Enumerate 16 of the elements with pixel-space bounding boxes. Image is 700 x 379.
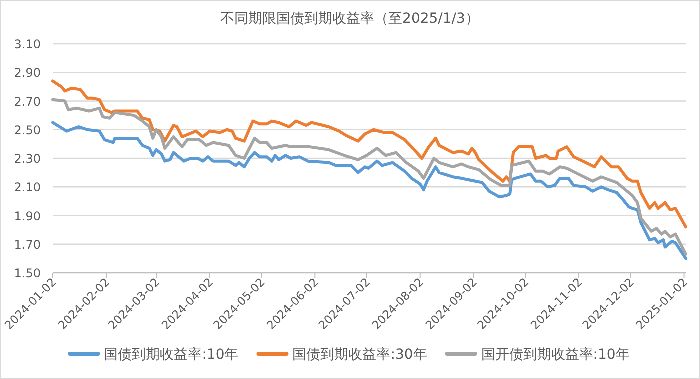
line-series [52, 121, 688, 260]
chart-title: 不同期限国债到期收益率（至2025/1/3） [220, 11, 480, 27]
y-tick-label: 1.50 [14, 266, 41, 280]
y-tick-label: 2.30 [14, 152, 41, 166]
y-tick-label: 1.70 [14, 238, 41, 252]
line-series [52, 98, 688, 256]
y-tick-label: 2.90 [14, 66, 41, 80]
y-tick-label: 3.10 [14, 38, 41, 52]
legend-label: 国债到期收益率:10年 [104, 347, 239, 363]
y-tick-label: 1.90 [14, 209, 41, 224]
legend-label: 国开债到期收益率:10年 [481, 347, 630, 363]
legend-label: 国债到期收益率:30年 [292, 347, 428, 363]
y-tick-label: 2.50 [14, 123, 41, 138]
y-tick-label: 2.10 [14, 180, 41, 195]
y-tick-label: 2.70 [14, 94, 41, 109]
line-series [52, 80, 688, 229]
